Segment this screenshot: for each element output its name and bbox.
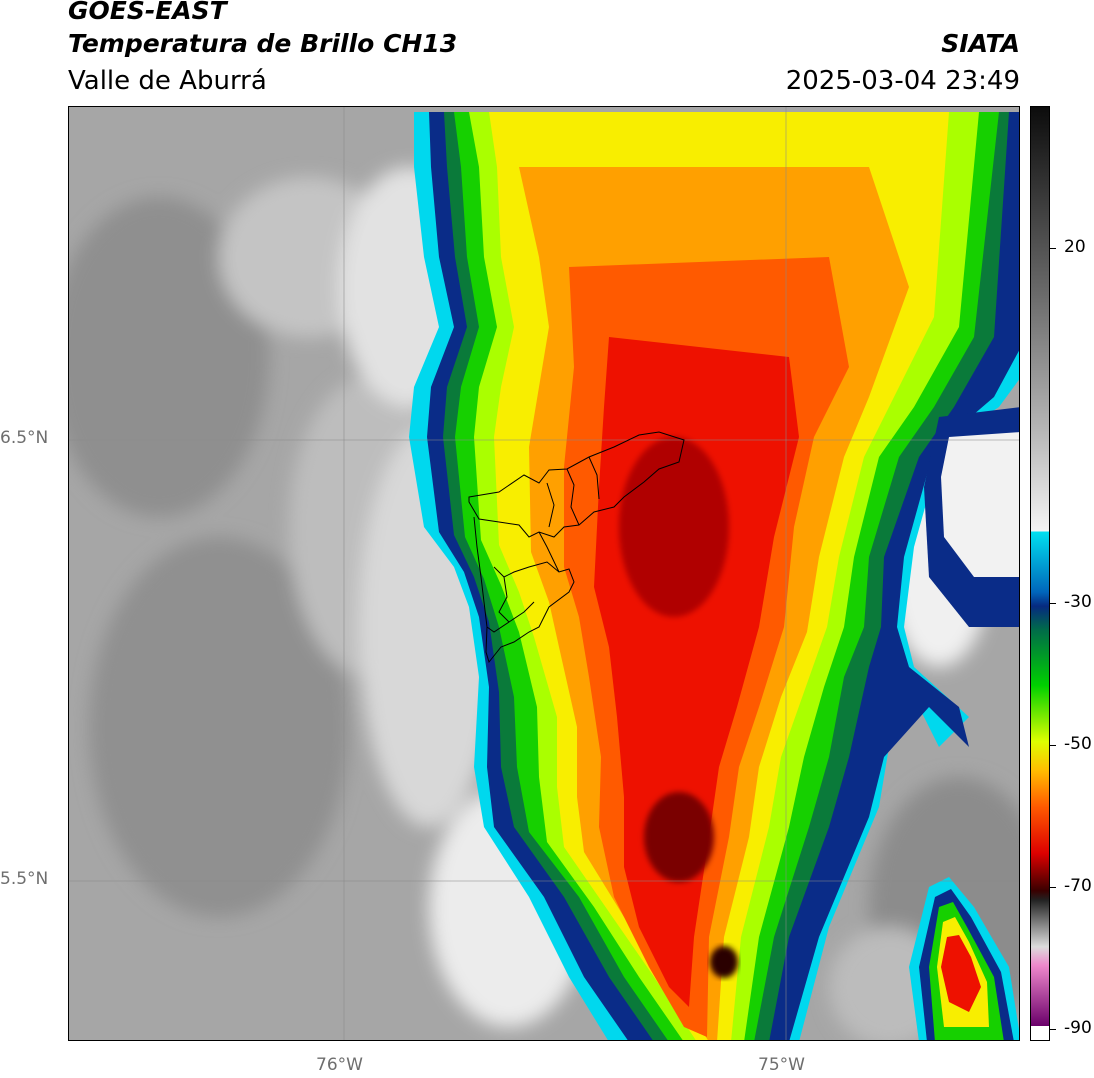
colorbar-tick (1050, 248, 1056, 249)
gridlines (69, 107, 1019, 1040)
product-title: Temperatura de Brillo CH13 (68, 29, 458, 58)
cold-core-south (644, 792, 714, 882)
colorbar-label-20: 20 (1064, 237, 1086, 257)
lon-label-75w: 75°W (758, 1055, 805, 1075)
colorbar-tick (1050, 887, 1056, 888)
colorbar-tick (1050, 1029, 1056, 1030)
colorbar-tick (1050, 745, 1056, 746)
municipality-boundaries (468, 431, 685, 664)
cold-core-tip (710, 946, 738, 978)
region-subtitle: Valle de Aburrá (68, 66, 267, 96)
lon-label-76w: 76°W (316, 1055, 363, 1075)
colorbar-label-minus50: -50 (1064, 734, 1092, 754)
lat-label-6-5: 6.5°N (0, 428, 49, 448)
colorbar (1030, 106, 1050, 1041)
southeast-cell (909, 877, 1019, 1040)
satellite-title: GOES-EAST (68, 0, 227, 25)
colorbar-label-minus70: -70 (1064, 876, 1092, 896)
colorbar-label-minus30: -30 (1064, 592, 1092, 612)
satellite-map[interactable] (68, 106, 1020, 1041)
cloud-temperature-bands (409, 112, 1019, 1040)
timestamp: 2025-03-04 23:49 (785, 66, 1020, 96)
cold-core-north (619, 437, 729, 617)
lat-label-5-5: 5.5°N (0, 869, 49, 889)
east-clear-slot (924, 407, 1019, 627)
colorbar-label-minus90: -90 (1064, 1018, 1092, 1038)
colorbar-tick (1050, 603, 1056, 604)
agency-label: SIATA (941, 29, 1020, 58)
